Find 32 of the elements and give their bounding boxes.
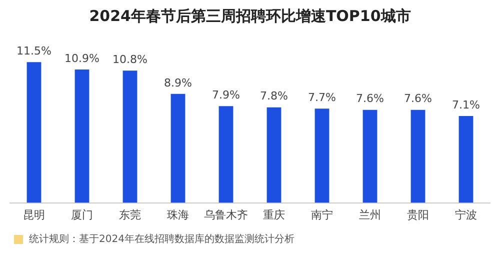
data-label: 7.1% xyxy=(452,98,480,112)
x-tick-label: 宁波 xyxy=(455,208,477,222)
data-label: 7.6% xyxy=(404,92,432,106)
x-tick-label: 厦门 xyxy=(71,208,93,222)
data-label: 7.7% xyxy=(308,90,336,104)
bar xyxy=(74,69,90,203)
x-tick-label: 东莞 xyxy=(119,208,141,222)
text: 统计规则：基于2024年在线招聘数据库的数据监测统计分析 xyxy=(29,232,294,246)
x-tick-label: 乌鲁木齐 xyxy=(204,208,248,222)
data-label: 7.6% xyxy=(356,92,384,106)
data-label: 11.5% xyxy=(16,44,52,58)
bar xyxy=(458,116,474,203)
bar xyxy=(122,70,138,203)
data-label: 8.9% xyxy=(164,76,192,90)
data-label: 10.8% xyxy=(112,53,148,66)
x-tick-label: 兰州 xyxy=(359,208,381,222)
bar xyxy=(170,94,186,203)
bar xyxy=(26,62,42,203)
data-label: 7.8% xyxy=(260,90,288,103)
bar xyxy=(266,107,282,203)
x-tick-label: 贵阳 xyxy=(407,208,429,222)
x-tick-label: 重庆 xyxy=(263,208,285,222)
bar xyxy=(314,108,330,203)
x-tick-label: 珠海 xyxy=(167,208,189,222)
x-tick-label: 昆明 xyxy=(23,209,45,222)
bar xyxy=(362,110,378,203)
x-tick-label: 南宁 xyxy=(311,208,333,222)
bar xyxy=(410,110,426,203)
data-label: 10.9% xyxy=(64,52,100,65)
data-label: 7.9% xyxy=(212,88,240,102)
chart-title: 2024年春节后第三周招聘环比增速TOP10城市 xyxy=(89,6,411,25)
bar xyxy=(218,106,234,203)
